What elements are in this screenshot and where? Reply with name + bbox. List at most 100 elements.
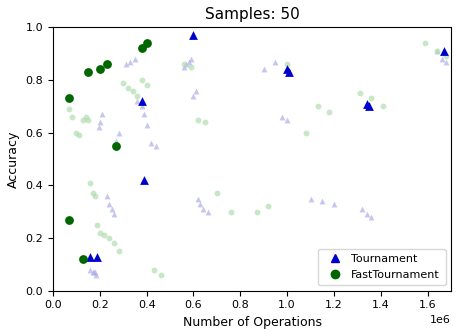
Point (73, 130, 80, 135)
Point (84, 70, 92, 75)
Point (98, 112, 106, 117)
Point (89, 191, 97, 196)
Point (284, 61, 291, 67)
Point (438, 56, 445, 61)
Point (96, 230, 104, 236)
Point (359, 206, 366, 212)
Point (103, 61, 110, 67)
Point (138, 77, 146, 83)
Point (147, 140, 155, 146)
Point (138, 46, 146, 51)
Point (134, 93, 141, 98)
Point (197, 201, 204, 207)
Point (195, 196, 202, 201)
Point (113, 138, 120, 143)
Point (115, 130, 122, 135)
Point (443, 59, 450, 64)
Point (307, 196, 314, 201)
Point (284, 67, 291, 72)
Point (138, 103, 146, 109)
Point (279, 114, 286, 120)
Point (110, 241, 118, 246)
Point (129, 88, 136, 93)
Point (103, 193, 110, 199)
Point (122, 61, 129, 67)
Point (202, 120, 209, 125)
Point (84, 117, 92, 122)
Point (96, 67, 104, 72)
Point (108, 206, 115, 212)
Point (89, 270, 97, 275)
Point (302, 130, 310, 135)
Point (141, 112, 148, 117)
Point (286, 70, 293, 75)
Point (190, 93, 197, 98)
Point (319, 199, 326, 204)
Point (330, 201, 338, 207)
Point (143, 40, 150, 46)
Point (80, 117, 87, 122)
X-axis label: Number of Operations: Number of Operations (183, 316, 322, 329)
Point (82, 114, 89, 120)
Point (190, 33, 197, 38)
Point (120, 80, 127, 85)
Point (87, 180, 94, 185)
Point (80, 256, 87, 262)
Point (356, 90, 363, 96)
Point (153, 143, 160, 149)
Point (204, 209, 211, 214)
Point (180, 64, 188, 70)
Point (143, 122, 150, 127)
Point (314, 103, 321, 109)
Point (115, 249, 122, 254)
Point (87, 254, 94, 259)
Point (68, 114, 76, 120)
Point (92, 270, 99, 275)
Legend: Tournament, FastTournament: Tournament, FastTournament (318, 249, 446, 285)
Point (180, 61, 188, 67)
Point (272, 59, 279, 64)
Point (199, 206, 207, 212)
Point (443, 53, 450, 59)
Point (105, 236, 113, 241)
Point (260, 67, 267, 72)
Point (368, 214, 375, 220)
Point (433, 48, 441, 54)
Point (105, 201, 113, 207)
Point (93, 272, 100, 278)
Point (126, 59, 134, 64)
Point (363, 101, 371, 107)
Point (380, 103, 387, 109)
Point (131, 56, 139, 61)
Point (157, 272, 164, 278)
Point (253, 209, 260, 214)
Point (96, 120, 104, 125)
Point (65, 217, 73, 222)
Point (368, 96, 375, 101)
Point (284, 117, 291, 122)
Point (65, 106, 73, 112)
Point (363, 212, 371, 217)
Point (134, 98, 141, 104)
Point (65, 96, 73, 101)
Point (326, 109, 333, 114)
Point (422, 40, 429, 46)
Point (94, 222, 101, 227)
Point (138, 98, 146, 104)
Point (365, 103, 373, 109)
Y-axis label: Accuracy: Accuracy (7, 130, 20, 188)
Point (124, 85, 131, 91)
Point (92, 193, 99, 199)
Point (110, 212, 118, 217)
Point (90, 270, 98, 275)
Point (141, 177, 148, 183)
Point (113, 143, 120, 149)
Point (195, 117, 202, 122)
Point (101, 233, 108, 238)
Point (95, 125, 102, 130)
Point (192, 88, 200, 93)
Point (143, 83, 150, 88)
Point (87, 267, 94, 272)
Point (265, 204, 272, 209)
Point (440, 48, 447, 54)
